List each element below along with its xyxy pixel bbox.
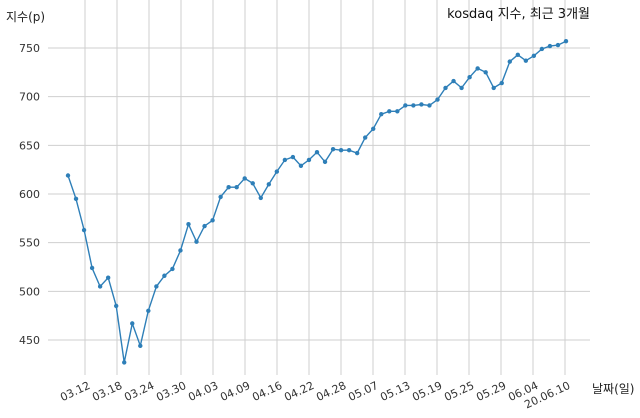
data-point [202,223,207,229]
x-tick-label: 05.13 [378,379,412,404]
data-point [419,102,424,107]
data-point [435,97,440,102]
series-area [65,38,569,365]
data-point [186,221,191,227]
data-point [258,195,263,201]
data-point [162,273,167,278]
data-point [298,163,304,168]
data-point [451,78,456,84]
data-point [290,154,296,160]
data-point [338,148,344,153]
data-point [274,169,280,174]
data-point [387,109,392,114]
data-point [539,46,545,52]
data-point [242,176,247,181]
x-tick-label: 05.25 [442,379,476,404]
data-point [73,196,79,202]
data-point [322,159,328,165]
data-point [563,38,569,44]
data-point [523,58,529,63]
y-tick-label: 650 [19,139,40,152]
x-tick-label: 04.09 [218,379,252,404]
data-point [105,275,111,280]
x-tick-label: 04.16 [250,379,284,404]
data-point [371,126,376,131]
x-tick-label: 03.30 [154,379,188,404]
y-tick-label: 550 [19,237,40,250]
data-point [266,182,272,187]
data-point [499,80,504,86]
x-axis-label: 날짜(일) [592,382,634,396]
data-point [170,266,175,272]
x-tick-label: 04.28 [314,379,348,404]
data-point [122,360,127,365]
x-tick-label: 03.24 [122,379,156,404]
data-point [154,284,159,289]
x-tick-label: 05.29 [474,379,508,404]
data-point [306,157,312,163]
y-tick-label: 750 [19,42,40,55]
data-point [379,111,384,117]
x-axis: 03.1203.1803.2403.3004.0304.0904.1604.22… [58,379,572,411]
data-point [146,308,151,313]
chart-title: kosdaq 지수, 최근 3개월 [447,7,590,22]
y-tick-label: 700 [19,91,40,104]
data-point [282,157,288,163]
x-tick-label: 05.07 [346,379,380,404]
y-axis: 450 500 550 600 650 700 750 [19,42,40,347]
data-point [234,184,239,190]
data-point [547,43,553,49]
data-point [362,135,368,140]
data-point [467,75,472,80]
series-line [67,40,567,363]
data-point [330,147,336,152]
data-point [218,194,223,200]
data-point [531,53,537,58]
x-tick-label: 03.18 [90,379,124,404]
data-point [491,85,496,91]
data-point [194,239,199,244]
data-point [314,149,320,155]
data-point [65,173,71,178]
data-point [89,265,95,271]
data-point [178,248,183,253]
data-point [427,103,432,108]
data-point [250,181,255,186]
data-point [515,52,521,58]
x-tick-label: 04.22 [282,379,316,404]
data-point [395,109,400,114]
x-tick-label: 04.03 [186,379,220,404]
data-point [555,42,561,48]
y-tick-label: 500 [19,285,40,298]
data-point [443,85,448,91]
data-point [130,321,135,326]
grid [48,0,590,375]
data-point [97,284,103,289]
data-point [507,59,512,64]
data-point [403,103,408,108]
data-point [113,303,119,309]
data-point [483,70,488,75]
data-point [475,66,480,71]
data-point [354,150,360,156]
x-tick-label: 05.19 [410,379,444,404]
data-point [346,148,352,153]
data-point [210,218,215,223]
data-point [81,227,87,233]
y-tick-label: 600 [19,188,40,201]
data-point [459,85,464,91]
data-point [226,184,231,190]
y-axis-label: 지수(p) [6,10,45,24]
y-tick-label: 450 [19,334,40,347]
data-point [411,103,416,108]
data-point [138,343,143,349]
x-tick-label: 03.12 [58,379,92,404]
